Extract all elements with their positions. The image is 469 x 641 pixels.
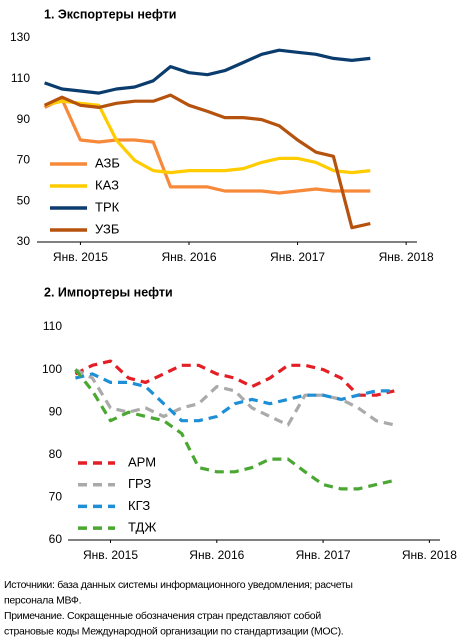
legend-label: ТДЖ <box>128 520 156 535</box>
series-line <box>75 372 395 423</box>
series-line <box>44 99 371 175</box>
x-tick-label: Янв. 2018 <box>402 548 457 562</box>
x-tick-label: Янв. 2017 <box>270 250 325 264</box>
x-tick-label: Янв. 2016 <box>161 250 216 264</box>
footnote: страновые коды Международной организации… <box>4 625 343 637</box>
legend-label: КГЗ <box>128 498 150 513</box>
y-tick-label: 30 <box>17 234 31 248</box>
legend-label: ГРЗ <box>128 476 151 491</box>
series-line <box>74 368 395 427</box>
series-line <box>74 359 395 397</box>
chart-title: 2. Импортеры нефти <box>44 285 173 299</box>
y-tick-label: 70 <box>49 490 63 504</box>
y-tick-label: 80 <box>49 447 63 461</box>
legend-label: АРМ <box>128 454 156 469</box>
y-tick-label: 130 <box>10 30 30 44</box>
footnote: Примечание. Сокращенные обозначения стра… <box>4 610 321 622</box>
footnote: Источники: база данных системы информаци… <box>4 579 353 591</box>
legend-label: АЗБ <box>95 155 120 170</box>
y-tick-label: 110 <box>43 319 62 333</box>
y-tick-label: 50 <box>17 193 31 207</box>
series-line <box>43 97 371 195</box>
legend-label: УЗБ <box>95 221 119 236</box>
series-line <box>44 48 371 95</box>
series-line <box>43 93 371 230</box>
x-tick-label: Янв. 2015 <box>53 250 108 264</box>
y-tick-label: 110 <box>11 71 30 85</box>
y-tick-label: 90 <box>49 404 63 418</box>
x-tick-label: Янв. 2016 <box>189 548 244 562</box>
y-tick-label: 100 <box>42 362 62 376</box>
series-line <box>74 368 395 491</box>
x-tick-label: Янв. 2018 <box>379 250 434 264</box>
legend-label: ТРК <box>95 199 120 214</box>
x-tick-label: Янв. 2015 <box>83 548 138 562</box>
legend-label: КАЗ <box>95 177 119 192</box>
footnote: персонала МВФ. <box>4 594 81 606</box>
x-tick-label: Янв. 2017 <box>296 548 351 562</box>
chart-title: 1. Экспортеры нефти <box>44 7 176 21</box>
y-tick-label: 90 <box>17 112 31 126</box>
y-tick-label: 60 <box>49 532 63 546</box>
y-tick-label: 70 <box>17 153 31 167</box>
